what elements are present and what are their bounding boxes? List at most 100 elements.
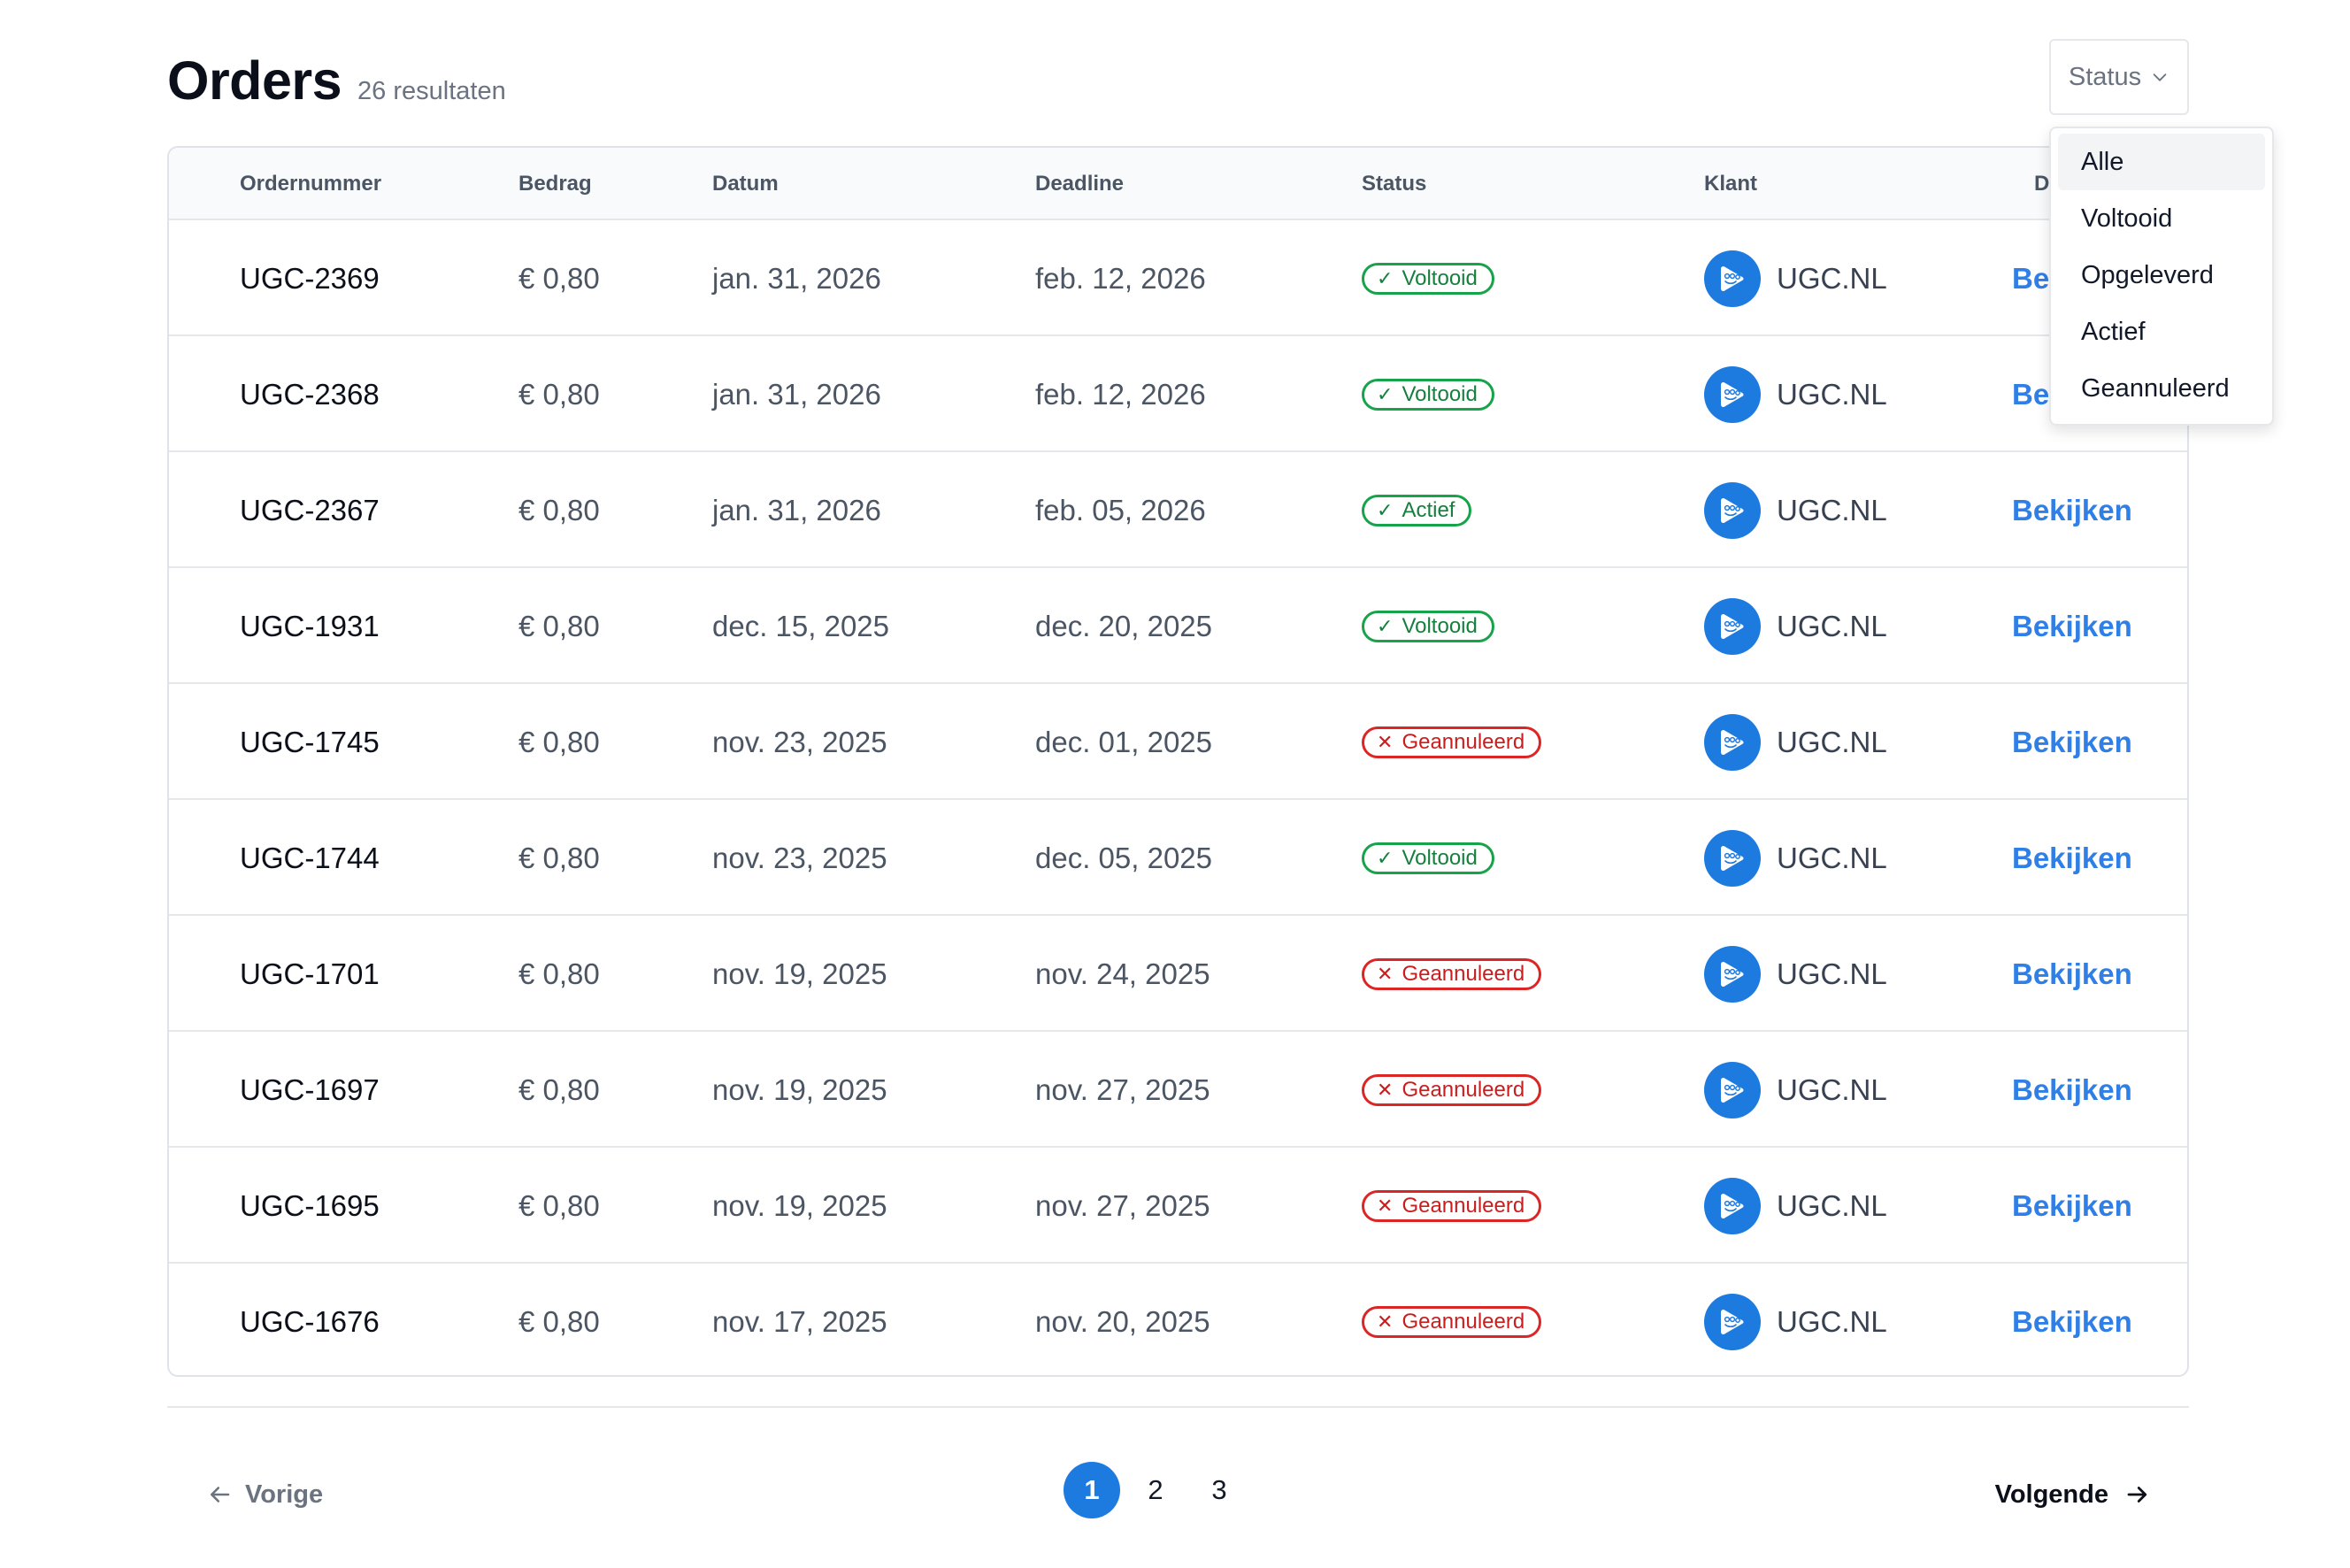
table-row: UGC-1744 € 0,80 nov. 23, 2025 dec. 05, 2025… bbox=[169, 800, 2187, 916]
order-date: nov. 19, 2025 bbox=[712, 1072, 887, 1106]
x-icon: ✕ bbox=[1377, 730, 1394, 753]
page-numbers: 1 2 3 bbox=[1064, 1462, 1255, 1518]
check-icon: ✓ bbox=[1377, 498, 1394, 521]
ugc-logo-glyph bbox=[1721, 1193, 1744, 1218]
order-number: UGC-1697 bbox=[240, 1072, 380, 1106]
status-filter-label: Status bbox=[2068, 62, 2142, 91]
client-name: UGC.NL bbox=[1777, 493, 1887, 527]
status-badge-label: Voltooid bbox=[1402, 613, 1478, 638]
ugc-logo-glyph bbox=[1721, 265, 1744, 291]
order-status: ✓ Voltooid bbox=[1362, 336, 1494, 452]
order-date: nov. 23, 2025 bbox=[712, 725, 887, 758]
ugc-logo-icon bbox=[1704, 1177, 1761, 1234]
view-order-link[interactable]: Bekijken bbox=[2012, 841, 2132, 874]
column-header-ordernummer: Ordernummer bbox=[240, 172, 382, 196]
dropdown-item-voltooid[interactable]: Voltooid bbox=[2081, 204, 2173, 233]
order-client: UGC.NL bbox=[1704, 916, 1887, 1032]
view-order-link[interactable]: Bekijken bbox=[2012, 493, 2132, 527]
order-number: UGC-1745 bbox=[240, 725, 380, 758]
order-date: jan. 31, 2026 bbox=[712, 261, 881, 295]
previous-page-button[interactable]: Vorige bbox=[206, 1472, 323, 1517]
ugc-logo-icon bbox=[1704, 481, 1761, 539]
view-order-link[interactable]: Bekijken bbox=[2012, 725, 2132, 758]
order-client: UGC.NL bbox=[1704, 568, 1887, 684]
client-name: UGC.NL bbox=[1777, 1304, 1887, 1338]
client-name: UGC.NL bbox=[1777, 609, 1887, 642]
page-number-1[interactable]: 1 bbox=[1064, 1462, 1120, 1518]
table-row: UGC-1697 € 0,80 nov. 19, 2025 nov. 27, 2025… bbox=[169, 1032, 2187, 1148]
orders-table: Ordernummer Bedrag Datum Deadline Status… bbox=[167, 146, 2189, 1377]
divider bbox=[167, 1406, 2189, 1408]
ugc-logo-icon bbox=[1704, 829, 1761, 887]
check-icon: ✓ bbox=[1377, 846, 1394, 869]
dropdown-item-geannuleerd[interactable]: Geannuleerd bbox=[2081, 374, 2230, 403]
order-deadline: nov. 24, 2025 bbox=[1035, 957, 1210, 990]
order-status: ✕ Geannuleerd bbox=[1362, 1032, 1542, 1148]
client-name: UGC.NL bbox=[1777, 261, 1887, 295]
order-amount: € 0,80 bbox=[518, 725, 600, 758]
status-badge-label: Actief bbox=[1402, 497, 1455, 522]
table-row: UGC-2367 € 0,80 jan. 31, 2026 feb. 05, 2026… bbox=[169, 452, 2187, 568]
dropdown-item-opgeleverd[interactable]: Opgeleverd bbox=[2081, 261, 2214, 289]
order-status: ✕ Geannuleerd bbox=[1362, 916, 1542, 1032]
order-amount: € 0,80 bbox=[518, 957, 600, 990]
ugc-logo-icon bbox=[1704, 365, 1761, 423]
order-number: UGC-1931 bbox=[240, 609, 380, 642]
client-name: UGC.NL bbox=[1777, 1188, 1887, 1222]
status-badge: ✓ Voltooid bbox=[1362, 262, 1494, 295]
page-number-3[interactable]: 3 bbox=[1211, 1474, 1227, 1505]
page-title: Orders bbox=[167, 50, 342, 111]
x-icon: ✕ bbox=[1377, 1078, 1394, 1101]
order-number: UGC-1676 bbox=[240, 1304, 380, 1338]
status-badge: ✓ Voltooid bbox=[1362, 378, 1494, 411]
ugc-logo-glyph bbox=[1721, 729, 1744, 755]
order-amount: € 0,80 bbox=[518, 1188, 600, 1222]
status-filter-button[interactable]: Status bbox=[2049, 39, 2189, 115]
ugc-logo-icon bbox=[1704, 597, 1761, 655]
table-row: UGC-1931 € 0,80 dec. 15, 2025 dec. 20, 2025… bbox=[169, 568, 2187, 684]
ugc-logo-icon bbox=[1704, 945, 1761, 1003]
arrow-right-icon bbox=[2127, 1487, 2147, 1503]
ugc-logo-glyph bbox=[1721, 613, 1744, 639]
client-name: UGC.NL bbox=[1777, 841, 1887, 874]
status-badge: ✓ Voltooid bbox=[1362, 610, 1494, 642]
table-body: UGC-2369 € 0,80 jan. 31, 2026 feb. 12, 2026… bbox=[169, 220, 2187, 1375]
ugc-logo-icon bbox=[1704, 1293, 1761, 1350]
dropdown-item-actief[interactable]: Actief bbox=[2081, 318, 2146, 346]
view-order-link[interactable]: Bekijken bbox=[2012, 1072, 2132, 1106]
page-number-2[interactable]: 2 bbox=[1148, 1474, 1163, 1505]
order-deadline: dec. 05, 2025 bbox=[1035, 841, 1212, 874]
client-name: UGC.NL bbox=[1777, 725, 1887, 758]
status-badge: ✕ Geannuleerd bbox=[1362, 1305, 1542, 1338]
check-icon: ✓ bbox=[1377, 614, 1394, 637]
table-row: UGC-1745 € 0,80 nov. 23, 2025 dec. 01, 2025… bbox=[169, 684, 2187, 800]
order-client: UGC.NL bbox=[1704, 800, 1887, 916]
order-status: ✕ Geannuleerd bbox=[1362, 1264, 1542, 1375]
order-amount: € 0,80 bbox=[518, 377, 600, 411]
order-number: UGC-1744 bbox=[240, 841, 380, 874]
next-page-label: Volgende bbox=[1994, 1480, 2108, 1509]
status-badge-label: Geannuleerd bbox=[1402, 1309, 1525, 1334]
status-badge: ✕ Geannuleerd bbox=[1362, 1189, 1542, 1222]
ugc-logo-glyph bbox=[1721, 1077, 1744, 1103]
order-date: dec. 15, 2025 bbox=[712, 609, 889, 642]
ugc-logo-icon bbox=[1704, 250, 1761, 307]
ugc-logo-glyph bbox=[1721, 845, 1744, 871]
view-order-link[interactable]: Bekijken bbox=[2012, 957, 2132, 990]
dropdown-item-alle[interactable]: Alle bbox=[2058, 134, 2265, 190]
table-row: UGC-1676 € 0,80 nov. 17, 2025 nov. 20, 2025… bbox=[169, 1264, 2187, 1375]
order-deadline: nov. 27, 2025 bbox=[1035, 1188, 1210, 1222]
status-badge-label: Voltooid bbox=[1402, 845, 1478, 870]
view-order-link[interactable]: Bekijken bbox=[2012, 1304, 2132, 1338]
order-deadline: feb. 12, 2026 bbox=[1035, 261, 1206, 295]
order-date: jan. 31, 2026 bbox=[712, 493, 881, 527]
view-order-link[interactable]: Bekijken bbox=[2012, 609, 2132, 642]
client-name: UGC.NL bbox=[1777, 377, 1887, 411]
table-row: UGC-2368 € 0,80 jan. 31, 2026 feb. 12, 2026… bbox=[169, 336, 2187, 452]
x-icon: ✕ bbox=[1377, 1310, 1394, 1333]
table-row: UGC-1701 € 0,80 nov. 19, 2025 nov. 24, 2025… bbox=[169, 916, 2187, 1032]
order-date: nov. 17, 2025 bbox=[712, 1304, 887, 1338]
view-order-link[interactable]: Bekijken bbox=[2012, 1188, 2132, 1222]
next-page-button[interactable]: Volgende bbox=[1995, 1472, 2151, 1517]
column-header-status: Status bbox=[1362, 172, 1427, 196]
